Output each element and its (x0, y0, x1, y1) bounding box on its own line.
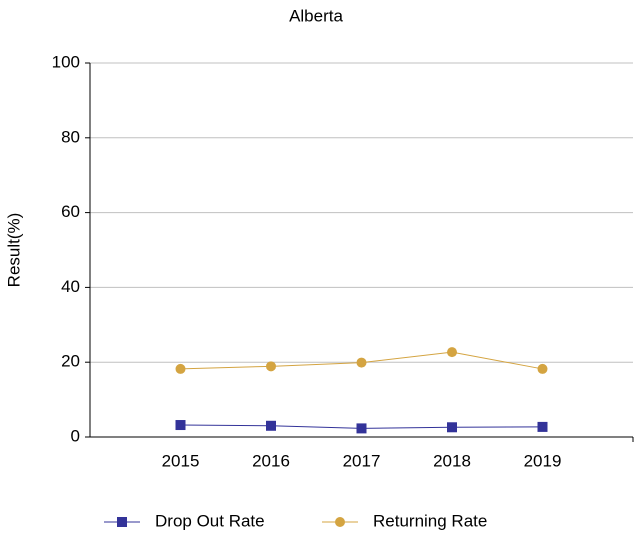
point (266, 420, 276, 431)
point (175, 363, 186, 374)
x-tick-label: 2018 (433, 451, 471, 470)
y-tick-label: 0 (71, 426, 80, 445)
x-tick-label: 2016 (252, 451, 290, 470)
y-tick-label: 20 (61, 352, 80, 371)
y-tick-label: 100 (52, 52, 80, 71)
point (175, 420, 186, 431)
y-tick-label: 60 (61, 202, 80, 221)
point (447, 347, 457, 358)
legend-label: Returning Rate (373, 511, 487, 530)
x-tick-label: 2015 (162, 451, 200, 470)
point (447, 422, 457, 433)
y-axis-label: Result(%) (4, 213, 23, 288)
point (356, 357, 367, 368)
point (356, 423, 367, 434)
chart-title: Alberta (289, 6, 343, 25)
point (537, 363, 548, 374)
y-tick-label: 80 (61, 127, 80, 146)
legend-marker (335, 517, 345, 527)
legend-label: Drop Out Rate (155, 511, 265, 530)
legend-marker (117, 517, 127, 527)
y-tick-label: 40 (61, 277, 80, 296)
point (266, 361, 276, 372)
x-tick-label: 2019 (524, 451, 562, 470)
x-tick-label: 2017 (343, 451, 381, 470)
point (537, 421, 548, 432)
